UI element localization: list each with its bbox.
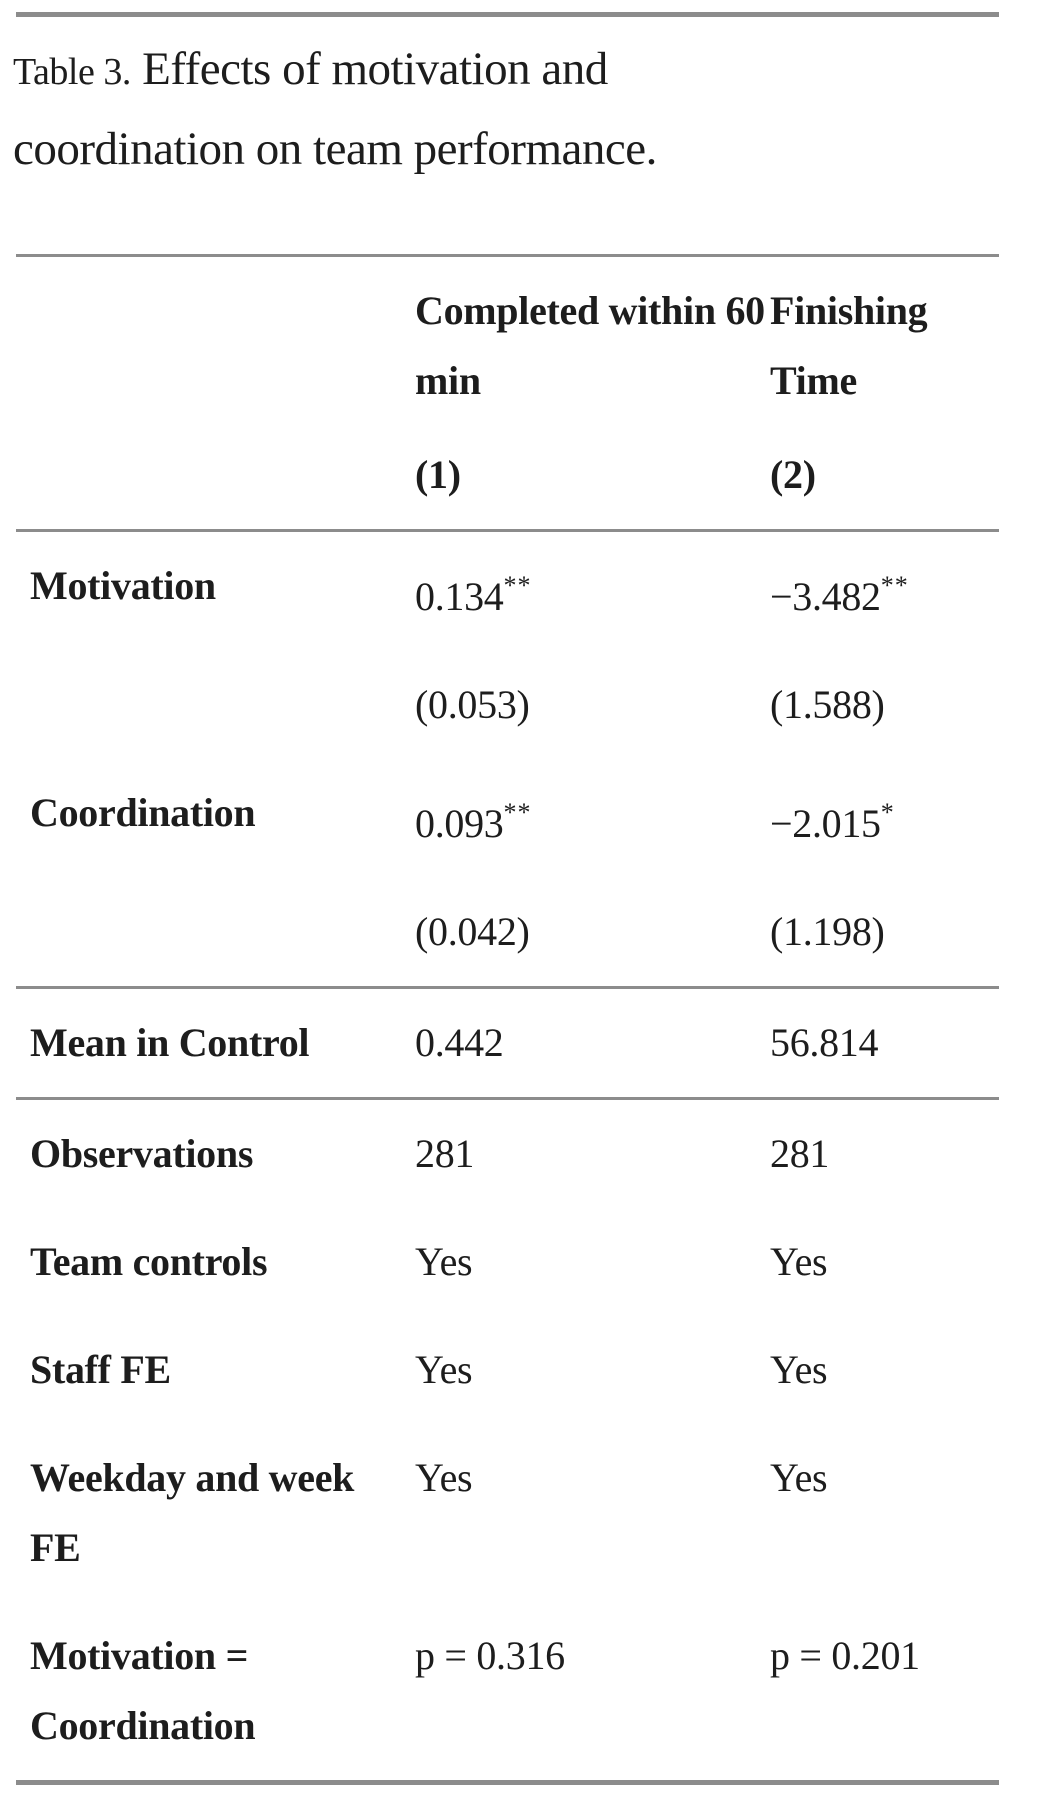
header-col-2: Finishing Time (2) bbox=[770, 255, 999, 532]
value-text: 0.134 bbox=[415, 574, 504, 619]
header-col-2-number: (2) bbox=[770, 452, 816, 497]
coefficient-cell: −3.482** bbox=[770, 531, 999, 652]
row-staff-fe: Staff FE Yes Yes bbox=[16, 1316, 999, 1424]
header-col-2-title: Finishing Time bbox=[770, 288, 928, 403]
value-text: p = 0.316 bbox=[415, 1633, 565, 1678]
value-text: p = 0.201 bbox=[770, 1633, 920, 1678]
row-observations: Observations 281 281 bbox=[16, 1099, 999, 1209]
coefficient-cell: 0.093** bbox=[415, 759, 770, 878]
table-number: Table 3. bbox=[13, 51, 131, 93]
header-col-1-title: Completed within 60 min bbox=[415, 288, 765, 403]
row-label: Coordination bbox=[30, 790, 256, 835]
value-text: Yes bbox=[770, 1455, 828, 1500]
value-text: 281 bbox=[770, 1131, 830, 1176]
coefficient-cell: −2.015* bbox=[770, 759, 999, 878]
row-label: Staff FE bbox=[30, 1347, 171, 1392]
header-empty-cell bbox=[16, 255, 415, 532]
standard-error-cell: (0.053) bbox=[415, 651, 770, 759]
significance-stars: ** bbox=[503, 571, 532, 600]
table-caption: Table 3. Effects of motivation and coord… bbox=[13, 31, 803, 188]
value-text: 0.442 bbox=[415, 1020, 504, 1065]
standard-error-cell: (0.042) bbox=[415, 878, 770, 989]
row-label: Motivation = Coordination bbox=[30, 1633, 256, 1748]
value-text: 0.093 bbox=[415, 801, 504, 846]
row-label bbox=[16, 878, 415, 989]
row-team-controls: Team controls Yes Yes bbox=[16, 1208, 999, 1316]
header-row: Completed within 60 min (1) Finishing Ti… bbox=[16, 255, 999, 532]
row-label: Mean in Control bbox=[16, 987, 415, 1100]
value-text: −2.015 bbox=[770, 801, 881, 846]
row-label: Observations bbox=[30, 1131, 254, 1176]
value-text: 56.814 bbox=[770, 1020, 879, 1065]
top-rule bbox=[16, 12, 999, 17]
header-col-1-number: (1) bbox=[415, 452, 461, 497]
p-value-cell: p = 0.316 bbox=[415, 1602, 770, 1783]
value-text: Yes bbox=[770, 1347, 828, 1392]
row-label: Weekday and week FE bbox=[30, 1455, 355, 1570]
header-col-1: Completed within 60 min (1) bbox=[415, 255, 770, 532]
value-text: −3.482 bbox=[770, 574, 881, 619]
statistic-cell: 281 bbox=[415, 1099, 770, 1209]
statistic-cell: Yes bbox=[415, 1424, 770, 1602]
row-motivation-equals-coordination: Motivation = Coordination p = 0.316 p = … bbox=[16, 1602, 999, 1783]
p-value-cell: p = 0.201 bbox=[770, 1602, 999, 1783]
significance-stars: * bbox=[880, 798, 895, 827]
standard-error-cell: (1.198) bbox=[770, 878, 999, 989]
value-text: Yes bbox=[415, 1347, 473, 1392]
significance-stars: ** bbox=[503, 798, 532, 827]
coefficient-cell: 0.134** bbox=[415, 531, 770, 652]
standard-error-cell: (1.588) bbox=[770, 651, 999, 759]
statistic-cell: Yes bbox=[415, 1316, 770, 1424]
value-text: Yes bbox=[415, 1455, 473, 1500]
row-motivation-se: (0.053) (1.588) bbox=[16, 651, 999, 759]
value-text: Yes bbox=[770, 1239, 828, 1284]
row-coordination: Coordination 0.093** −2.015* bbox=[16, 759, 999, 878]
statistic-cell: 56.814 bbox=[770, 987, 999, 1100]
value-text: (1.198) bbox=[770, 909, 885, 954]
value-text: Yes bbox=[415, 1239, 473, 1284]
statistic-cell: 281 bbox=[770, 1099, 999, 1209]
row-label bbox=[16, 651, 415, 759]
statistic-cell: 0.442 bbox=[415, 987, 770, 1100]
row-mean-in-control: Mean in Control 0.442 56.814 bbox=[16, 987, 999, 1100]
value-text: (0.042) bbox=[415, 909, 530, 954]
value-text: (1.588) bbox=[770, 682, 885, 727]
value-text: 281 bbox=[415, 1131, 475, 1176]
table-caption-text: Effects of motivation and coordination o… bbox=[13, 43, 657, 175]
row-label: Motivation bbox=[30, 563, 216, 608]
row-label: Team controls bbox=[30, 1239, 268, 1284]
significance-stars: ** bbox=[880, 571, 909, 600]
statistic-cell: Yes bbox=[770, 1424, 999, 1602]
regression-table: Completed within 60 min (1) Finishing Ti… bbox=[16, 254, 999, 1785]
value-text: (0.053) bbox=[415, 682, 530, 727]
statistic-cell: Yes bbox=[770, 1316, 999, 1424]
row-weekday-week-fe: Weekday and week FE Yes Yes bbox=[16, 1424, 999, 1602]
statistic-cell: Yes bbox=[415, 1208, 770, 1316]
row-motivation: Motivation 0.134** −3.482** bbox=[16, 531, 999, 652]
statistic-cell: Yes bbox=[770, 1208, 999, 1316]
row-coordination-se: (0.042) (1.198) bbox=[16, 878, 999, 989]
